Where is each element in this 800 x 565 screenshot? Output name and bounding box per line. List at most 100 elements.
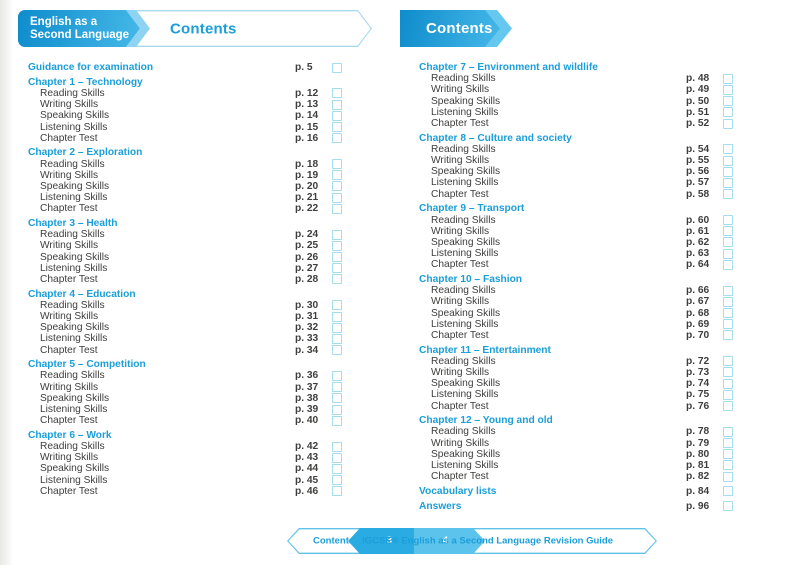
toc-row: Writing Skills p. 31 [28, 311, 342, 322]
progress-checkbox[interactable] [723, 166, 733, 177]
progress-checkbox[interactable] [723, 215, 733, 226]
progress-checkbox[interactable] [332, 203, 342, 214]
toc-row: Chapter Test p. 76 [419, 400, 733, 412]
toc-page-number: p. 63 [686, 248, 710, 260]
progress-checkbox[interactable] [723, 356, 733, 367]
toc-label: Chapter Test [40, 415, 98, 427]
toc-row: Chapter 4 – Education [28, 289, 342, 300]
toc-row: Reading Skills p. 66 [419, 285, 733, 296]
progress-checkbox[interactable] [332, 486, 342, 497]
toc-label: Reading Skills [40, 158, 105, 170]
toc-page-number: p. 73 [686, 366, 710, 378]
progress-checkbox[interactable] [723, 259, 733, 270]
footer-page-numbers: 3 4 [348, 528, 485, 554]
left-page-header-banner: English as a Second Language Contents [18, 10, 372, 47]
progress-checkbox[interactable] [723, 367, 733, 378]
progress-checkbox[interactable] [723, 84, 733, 95]
toc-label: Listening Skills [431, 177, 499, 189]
toc-label: Listening Skills [431, 318, 499, 330]
progress-checkbox[interactable] [332, 452, 342, 463]
toc-page-number: p. 43 [295, 452, 319, 464]
toc-label: Writing Skills [431, 437, 490, 449]
toc-label: Writing Skills [40, 99, 99, 111]
progress-checkbox[interactable] [723, 449, 733, 460]
progress-checkbox[interactable] [332, 88, 342, 99]
toc-label: Writing Skills [431, 225, 490, 237]
progress-checkbox[interactable] [723, 486, 733, 497]
progress-checkbox[interactable] [332, 393, 342, 404]
progress-checkbox[interactable] [332, 415, 342, 426]
toc-label: Listening Skills [40, 474, 108, 486]
progress-checkbox[interactable] [332, 475, 342, 486]
progress-checkbox[interactable] [723, 73, 733, 84]
progress-checkbox[interactable] [723, 296, 733, 307]
toc-page-number: p. 45 [295, 474, 319, 486]
progress-checkbox[interactable] [723, 319, 733, 330]
progress-checkbox[interactable] [723, 471, 733, 482]
progress-checkbox[interactable] [332, 300, 342, 311]
progress-checkbox[interactable] [332, 333, 342, 344]
progress-checkbox[interactable] [332, 240, 342, 251]
toc-page-number: p. 55 [686, 155, 710, 167]
progress-checkbox[interactable] [723, 118, 733, 129]
progress-checkbox[interactable] [723, 285, 733, 296]
progress-checkbox[interactable] [332, 311, 342, 322]
toc-row: Listening Skills p. 39 [28, 404, 342, 415]
progress-checkbox[interactable] [332, 62, 342, 73]
progress-checkbox[interactable] [723, 107, 733, 118]
footer-book-title: IGCSE® English as a Second Language Revi… [362, 535, 613, 547]
toc-label: Chapter Test [40, 132, 98, 144]
progress-checkbox[interactable] [723, 226, 733, 237]
toc-page-number: p. 37 [295, 381, 319, 393]
progress-checkbox[interactable] [332, 229, 342, 240]
progress-checkbox[interactable] [723, 177, 733, 188]
progress-checkbox[interactable] [332, 404, 342, 415]
left-page-title: Contents [170, 20, 237, 37]
progress-checkbox[interactable] [723, 189, 733, 200]
progress-checkbox[interactable] [332, 263, 342, 274]
progress-checkbox[interactable] [332, 382, 342, 393]
progress-checkbox[interactable] [723, 389, 733, 400]
progress-checkbox[interactable] [332, 252, 342, 263]
toc-label: Chapter 12 – Young and old [419, 415, 553, 427]
progress-checkbox[interactable] [723, 237, 733, 248]
toc-page-number: p. 75 [686, 389, 710, 401]
progress-checkbox[interactable] [723, 96, 733, 107]
progress-checkbox[interactable] [332, 274, 342, 285]
progress-checkbox[interactable] [723, 330, 733, 341]
progress-checkbox[interactable] [332, 463, 342, 474]
progress-checkbox[interactable] [723, 155, 733, 166]
progress-checkbox[interactable] [723, 401, 733, 412]
progress-checkbox[interactable] [723, 426, 733, 437]
progress-checkbox[interactable] [723, 378, 733, 389]
toc-label: Chapter Test [431, 188, 489, 200]
progress-checkbox[interactable] [332, 322, 342, 333]
progress-checkbox[interactable] [332, 181, 342, 192]
toc-page-number: p. 50 [686, 95, 710, 107]
toc-label: Writing Skills [431, 84, 490, 96]
progress-checkbox[interactable] [723, 501, 733, 512]
toc-section: Answers p. 96 [419, 500, 733, 512]
progress-checkbox[interactable] [332, 122, 342, 133]
progress-checkbox[interactable] [723, 308, 733, 319]
progress-checkbox[interactable] [723, 460, 733, 471]
progress-checkbox[interactable] [723, 144, 733, 155]
progress-checkbox[interactable] [723, 438, 733, 449]
toc-row: Listening Skills p. 27 [28, 263, 342, 274]
progress-checkbox[interactable] [332, 99, 342, 110]
progress-checkbox[interactable] [332, 170, 342, 181]
progress-checkbox[interactable] [332, 159, 342, 170]
progress-checkbox[interactable] [332, 110, 342, 121]
toc-page-number: p. 33 [295, 333, 319, 345]
progress-checkbox[interactable] [332, 345, 342, 356]
toc-row: Listening Skills p. 57 [419, 177, 733, 188]
progress-checkbox[interactable] [723, 248, 733, 259]
progress-checkbox[interactable] [332, 133, 342, 144]
progress-checkbox[interactable] [332, 192, 342, 203]
toc-page-number: p. 19 [295, 169, 319, 181]
toc-page-number: p. 54 [686, 143, 710, 155]
toc-label: Reading Skills [431, 426, 496, 438]
progress-checkbox[interactable] [332, 441, 342, 452]
progress-checkbox[interactable] [332, 370, 342, 381]
toc-row: Chapter Test p. 28 [28, 274, 342, 285]
